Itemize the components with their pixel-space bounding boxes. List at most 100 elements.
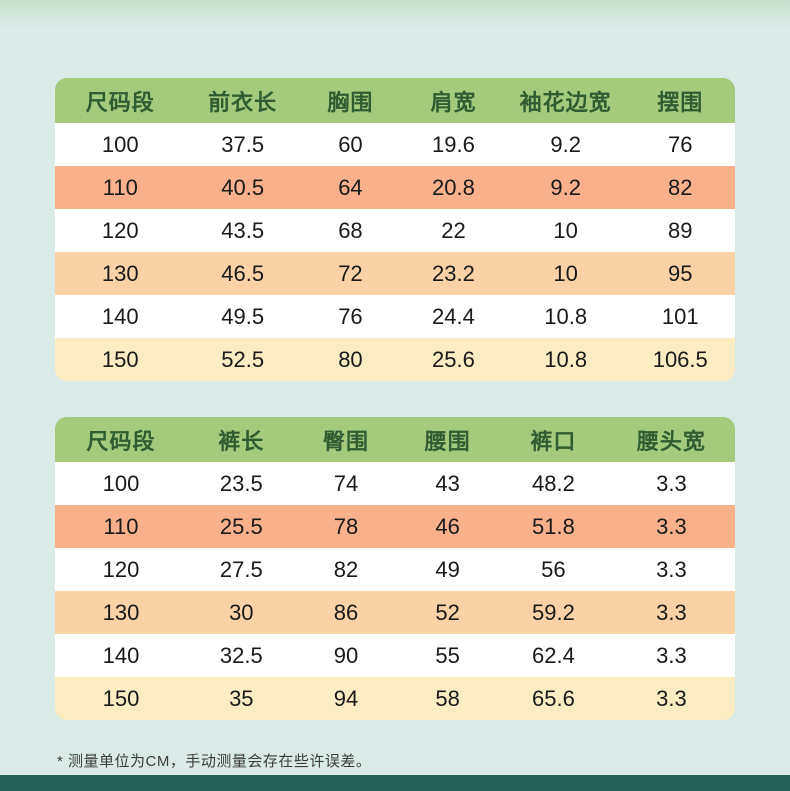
- table-cell: 140: [102, 642, 140, 668]
- column-header: 肩宽: [401, 78, 506, 123]
- table-cell: 32.5: [219, 642, 263, 668]
- size-tables-container: 尺码段 前衣长 胸围 肩宽 袖花边宽 摆围 100 37.5 60 19.6 9.2 76 110 40…: [55, 78, 735, 720]
- table-cell: 100: [101, 131, 139, 157]
- bottom-size-table-header: 尺码段 裤长 臀围 腰围 裤口 腰头宽: [55, 417, 735, 462]
- table-cell: 40.5: [221, 174, 265, 200]
- table-cell: 3.3: [656, 556, 687, 582]
- table-cell: 10.8: [544, 303, 588, 329]
- table-cell: 100: [102, 470, 140, 496]
- table-cell: 82: [668, 174, 693, 200]
- table-cell: 46: [435, 513, 460, 539]
- table-cell: 10.8: [544, 346, 588, 372]
- bottom-size-table-body: 100 23.5 74 43 48.2 3.3 110 25.5 78 46 51.8 3.3 120 2…: [55, 462, 735, 720]
- table-cell: 23.2: [432, 260, 475, 286]
- table-cell: 51.8: [531, 513, 575, 539]
- table-cell: 37.5: [221, 131, 265, 157]
- table-cell: 64: [338, 174, 363, 200]
- table-cell: 49.5: [221, 303, 265, 329]
- header-row: 尺码段 前衣长 胸围 肩宽 袖花边宽 摆围: [55, 78, 735, 123]
- table-row: 150 52.5 80 25.6 10.8 106.5: [55, 338, 735, 381]
- column-header: 摆围: [625, 78, 735, 123]
- column-header: 腰围: [396, 417, 499, 462]
- column-header: 裤长: [186, 417, 296, 462]
- table-cell: 27.5: [219, 556, 263, 582]
- table-cell: 3.3: [656, 470, 687, 496]
- table-cell: 106.5: [652, 346, 708, 372]
- column-header: 尺码段: [55, 417, 187, 462]
- column-header: 尺码段: [55, 78, 186, 123]
- table-cell: 130: [101, 260, 139, 286]
- top-size-table-body: 100 37.5 60 19.6 9.2 76 110 40.5 64 20.8 9.2 82 120 4…: [55, 123, 735, 381]
- table-cell: 101: [661, 303, 699, 329]
- table-row: 120 27.5 82 49 56 3.3: [55, 548, 735, 591]
- table-cell: 140: [101, 303, 139, 329]
- bottom-size-table: 尺码段 裤长 臀围 腰围 裤口 腰头宽 100 23.5 74 43 48.2 3.3 110 25.5…: [55, 417, 735, 720]
- table-cell: 89: [668, 217, 693, 243]
- table-cell: 46.5: [221, 260, 265, 286]
- table-cell: 10: [553, 217, 578, 243]
- table-row: 140 32.5 90 55 62.4 3.3: [55, 634, 735, 677]
- table-cell: 3.3: [656, 513, 687, 539]
- table-cell: 3.3: [656, 685, 687, 711]
- measurement-note: * 测量单位为CM，手动测量会存在些许误差。: [57, 753, 372, 770]
- column-header: 臀围: [295, 417, 397, 462]
- table-cell: 82: [333, 556, 359, 582]
- table-cell: 49: [435, 556, 460, 582]
- table-cell: 120: [102, 556, 140, 582]
- table-cell: 9.2: [550, 174, 581, 200]
- bottom-bar: [0, 775, 790, 791]
- table-cell: 110: [103, 513, 139, 539]
- table-cell: 22: [441, 217, 466, 243]
- table-cell: 72: [338, 260, 363, 286]
- table-row: 130 46.5 72 23.2 10 95: [55, 252, 735, 295]
- top-size-table: 尺码段 前衣长 胸围 肩宽 袖花边宽 摆围 100 37.5 60 19.6 9.2 76 110 40…: [55, 78, 735, 381]
- table-cell: 30: [229, 599, 254, 625]
- table-row: 100 37.5 60 19.6 9.2 76: [55, 123, 735, 166]
- column-header: 腰头宽: [607, 417, 735, 462]
- header-row: 尺码段 裤长 臀围 腰围 裤口 腰头宽: [55, 417, 735, 462]
- table-cell: 3.3: [656, 599, 687, 625]
- table-cell: 86: [333, 599, 359, 625]
- table-cell: 76: [338, 303, 363, 329]
- table-cell: 10: [553, 260, 578, 286]
- table-cell: 65.6: [531, 685, 575, 711]
- column-header: 裤口: [499, 417, 608, 462]
- table-row: 130 30 86 52 59.2 3.3: [55, 591, 735, 634]
- table-row: 120 43.5 68 22 10 89: [55, 209, 735, 252]
- table-cell: 48.2: [531, 470, 575, 496]
- table-cell: 78: [333, 513, 359, 539]
- table-cell: 52: [435, 599, 460, 625]
- column-header: 前衣长: [185, 78, 300, 123]
- table-cell: 120: [101, 217, 139, 243]
- table-cell: 25.6: [432, 346, 475, 372]
- table-cell: 110: [102, 174, 138, 200]
- table-row: 150 35 94 58 65.6 3.3: [55, 677, 735, 720]
- table-cell: 62.4: [531, 642, 575, 668]
- table-row: 110 40.5 64 20.8 9.2 82: [55, 166, 735, 209]
- table-cell: 56: [541, 556, 566, 582]
- table-cell: 80: [338, 346, 363, 372]
- column-header: 胸围: [299, 78, 402, 123]
- table-cell: 3.3: [656, 642, 687, 668]
- table-cell: 58: [435, 685, 460, 711]
- table-cell: 60: [338, 131, 363, 157]
- table-cell: 9.2: [550, 131, 581, 157]
- table-row: 140 49.5 76 24.4 10.8 101: [55, 295, 735, 338]
- table-cell: 43: [435, 470, 460, 496]
- table-cell: 20.8: [432, 174, 475, 200]
- table-cell: 59.2: [531, 599, 575, 625]
- table-row: 110 25.5 78 46 51.8 3.3: [55, 505, 735, 548]
- top-size-table-wrap: 尺码段 前衣长 胸围 肩宽 袖花边宽 摆围 100 37.5 60 19.6 9.2 76 110 40…: [55, 78, 735, 381]
- table-cell: 43.5: [221, 217, 265, 243]
- bottom-size-table-wrap: 尺码段 裤长 臀围 腰围 裤口 腰头宽 100 23.5 74 43 48.2 3.3 110 25.5…: [55, 417, 735, 720]
- table-cell: 74: [333, 470, 359, 496]
- table-row: 100 23.5 74 43 48.2 3.3: [55, 462, 735, 505]
- column-header: 袖花边宽: [505, 78, 626, 123]
- table-cell: 23.5: [219, 470, 263, 496]
- table-cell: 19.6: [432, 131, 475, 157]
- table-cell: 130: [102, 599, 140, 625]
- table-cell: 55: [435, 642, 460, 668]
- table-cell: 76: [668, 131, 693, 157]
- table-cell: 150: [101, 346, 139, 372]
